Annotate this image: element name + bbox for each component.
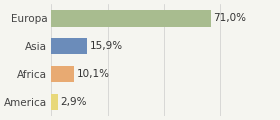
Text: 71,0%: 71,0% [213,13,246,23]
Text: 15,9%: 15,9% [89,41,123,51]
Bar [52,10,211,27]
Text: 10,1%: 10,1% [76,69,109,79]
Text: 2,9%: 2,9% [60,97,87,107]
Bar [52,38,87,54]
Bar [52,93,58,110]
Bar [52,66,74,82]
